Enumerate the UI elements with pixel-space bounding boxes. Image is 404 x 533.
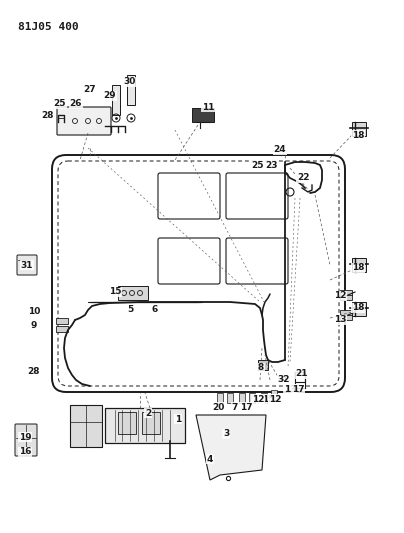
Text: 81J05 400: 81J05 400: [18, 22, 79, 32]
Text: 20: 20: [212, 402, 224, 411]
Text: 26: 26: [70, 100, 82, 109]
Polygon shape: [196, 415, 266, 480]
Text: 23: 23: [266, 160, 278, 169]
Bar: [352, 302, 366, 316]
Text: 24: 24: [274, 146, 286, 155]
Text: 11: 11: [202, 102, 214, 111]
Bar: [249, 393, 255, 403]
Bar: [192, 108, 214, 122]
Text: 12: 12: [269, 394, 281, 403]
Text: 2: 2: [145, 408, 151, 417]
Bar: [127, 75, 135, 105]
Text: 29: 29: [104, 92, 116, 101]
Text: 30: 30: [124, 77, 136, 86]
Bar: [217, 393, 223, 403]
Bar: [239, 393, 245, 403]
FancyBboxPatch shape: [17, 255, 37, 275]
FancyBboxPatch shape: [57, 107, 111, 135]
Bar: [118, 286, 148, 300]
Text: 18: 18: [352, 263, 364, 272]
Text: 13: 13: [284, 384, 296, 393]
Text: 28: 28: [42, 111, 54, 120]
Text: 12: 12: [252, 394, 264, 403]
Text: 3: 3: [223, 430, 229, 439]
Text: 18: 18: [352, 303, 364, 312]
Text: 25: 25: [251, 160, 263, 169]
Text: 22: 22: [297, 174, 309, 182]
Text: 15: 15: [262, 394, 274, 403]
Bar: [340, 290, 352, 300]
Text: 28: 28: [28, 367, 40, 376]
Text: 19: 19: [19, 432, 32, 441]
Bar: [112, 85, 120, 115]
Text: 7: 7: [232, 402, 238, 411]
Text: 9: 9: [31, 321, 37, 330]
Bar: [261, 393, 267, 403]
Text: 1: 1: [175, 415, 181, 424]
Text: 21: 21: [296, 369, 308, 378]
Text: 10: 10: [28, 308, 40, 317]
Text: 8: 8: [258, 364, 264, 373]
Bar: [258, 360, 268, 370]
Text: 16: 16: [19, 448, 31, 456]
Text: 6: 6: [152, 305, 158, 314]
Text: 17: 17: [240, 402, 252, 411]
Bar: [70, 405, 102, 447]
Text: 4: 4: [207, 455, 213, 464]
Text: 12: 12: [334, 292, 346, 301]
FancyBboxPatch shape: [15, 424, 37, 456]
Bar: [105, 408, 185, 443]
Text: 17: 17: [292, 384, 304, 393]
Bar: [118, 412, 136, 434]
Bar: [352, 258, 366, 272]
Text: 15: 15: [109, 287, 121, 296]
Text: 25: 25: [54, 100, 66, 109]
Bar: [56, 318, 68, 324]
Text: 13: 13: [334, 316, 346, 325]
Text: 5: 5: [127, 305, 133, 314]
Bar: [340, 310, 352, 320]
Text: 18: 18: [352, 131, 364, 140]
Bar: [142, 412, 160, 434]
Text: 27: 27: [84, 85, 96, 93]
Bar: [271, 390, 277, 400]
Bar: [227, 393, 233, 403]
Text: 31: 31: [21, 261, 33, 270]
Bar: [352, 122, 366, 136]
Text: 32: 32: [278, 375, 290, 384]
Bar: [56, 326, 68, 332]
